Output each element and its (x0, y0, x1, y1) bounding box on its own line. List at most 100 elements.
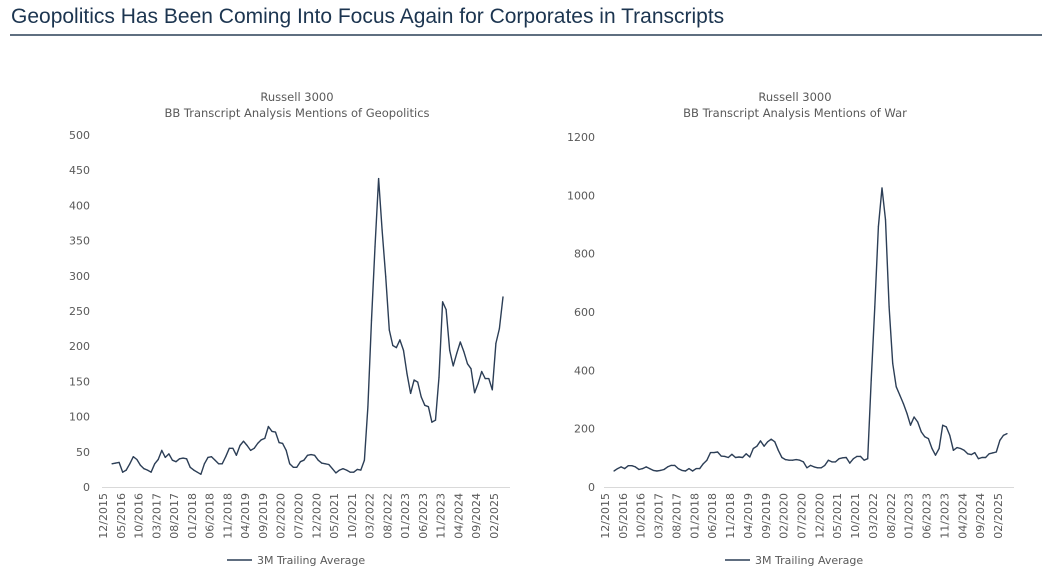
data-point (699, 468, 701, 470)
data-point (756, 445, 758, 447)
x-tick-label: 04/2019 (742, 493, 755, 539)
data-point (115, 462, 117, 464)
data-point (378, 178, 380, 180)
data-point (1002, 434, 1005, 436)
data-point (727, 456, 729, 459)
data-point (338, 469, 341, 471)
data-point (250, 449, 252, 451)
y-tick-label: 0 (83, 481, 90, 494)
data-point (228, 447, 230, 449)
data-point (952, 449, 955, 451)
data-point (246, 444, 248, 447)
data-point (849, 462, 851, 464)
data-point (745, 453, 747, 455)
data-point (196, 471, 198, 473)
data-point (146, 469, 149, 471)
data-point (388, 329, 390, 331)
data-point (427, 406, 429, 408)
data-point (852, 458, 855, 460)
data-point (895, 386, 897, 388)
data-point (481, 370, 483, 373)
data-point (292, 466, 294, 468)
data-point (995, 451, 997, 453)
data-point (189, 466, 191, 468)
data-point (328, 463, 330, 466)
data-point (317, 459, 319, 461)
x-tick-label: 03/2017 (150, 493, 163, 539)
data-point (924, 436, 926, 438)
data-point (985, 456, 987, 459)
data-point (652, 469, 654, 471)
x-tick-label: 11/2023 (435, 493, 448, 539)
data-point (477, 382, 479, 385)
data-point (784, 459, 787, 461)
data-point (463, 351, 465, 353)
x-tick-label: 01/2023 (399, 493, 412, 539)
data-point (813, 466, 815, 468)
x-tick-label: 10/2016 (133, 493, 146, 539)
data-point (688, 468, 690, 470)
data-point (695, 468, 697, 470)
data-point (974, 452, 976, 454)
x-tick-label: 06/2023 (921, 493, 934, 539)
data-point (210, 456, 213, 458)
data-point (442, 301, 444, 303)
data-point (122, 471, 124, 473)
y-tick-label: 150 (69, 375, 90, 388)
x-tick-label: 09/2024 (974, 493, 987, 539)
data-point (239, 444, 241, 447)
data-point (777, 449, 779, 451)
data-point (809, 464, 812, 466)
data-point (502, 296, 504, 298)
chart-2: Russell 3000 BB Transcript Analysis Menti… (567, 90, 1014, 567)
data-point (267, 425, 269, 428)
data-point (257, 442, 259, 444)
data-point (360, 469, 362, 471)
data-point (154, 463, 156, 465)
data-point (139, 464, 141, 466)
data-point (399, 339, 401, 341)
data-point (129, 463, 131, 465)
y-tick-label: 450 (69, 164, 90, 177)
data-point (278, 442, 280, 444)
data-point (111, 463, 113, 465)
series-line-3m-trailing-average (613, 187, 1008, 472)
x-tick-label: 10/2021 (849, 493, 862, 539)
data-point (831, 461, 833, 463)
y-tick-label: 350 (69, 235, 90, 248)
data-point (752, 447, 754, 450)
data-point (713, 452, 715, 454)
y-tick-label: 100 (69, 411, 90, 424)
data-point (232, 447, 234, 449)
data-point (709, 452, 712, 454)
x-tick-label: 09/2019 (760, 493, 773, 539)
data-point (118, 461, 120, 463)
data-point (296, 466, 298, 468)
data-point (321, 462, 323, 464)
data-point (931, 447, 933, 450)
data-point (449, 349, 451, 351)
data-point (867, 458, 869, 460)
data-point (670, 464, 672, 466)
y-tick-label: 50 (76, 446, 90, 459)
data-point (356, 468, 358, 470)
data-point (157, 458, 159, 461)
x-tick-label: 07/2020 (796, 493, 809, 539)
data-point (235, 454, 237, 456)
data-point (967, 453, 969, 455)
data-point (392, 344, 394, 347)
data-point (274, 431, 277, 433)
data-point (692, 470, 694, 472)
data-point (164, 456, 166, 458)
data-point (470, 368, 472, 370)
data-point (634, 466, 637, 468)
data-point (613, 470, 615, 472)
data-point (299, 461, 301, 463)
x-tick-label: 02/2020 (275, 493, 288, 539)
data-point (631, 465, 633, 467)
data-point (802, 461, 805, 463)
data-point (306, 454, 309, 456)
data-point (759, 440, 762, 442)
data-point (132, 456, 134, 458)
title-divider (10, 34, 1042, 36)
